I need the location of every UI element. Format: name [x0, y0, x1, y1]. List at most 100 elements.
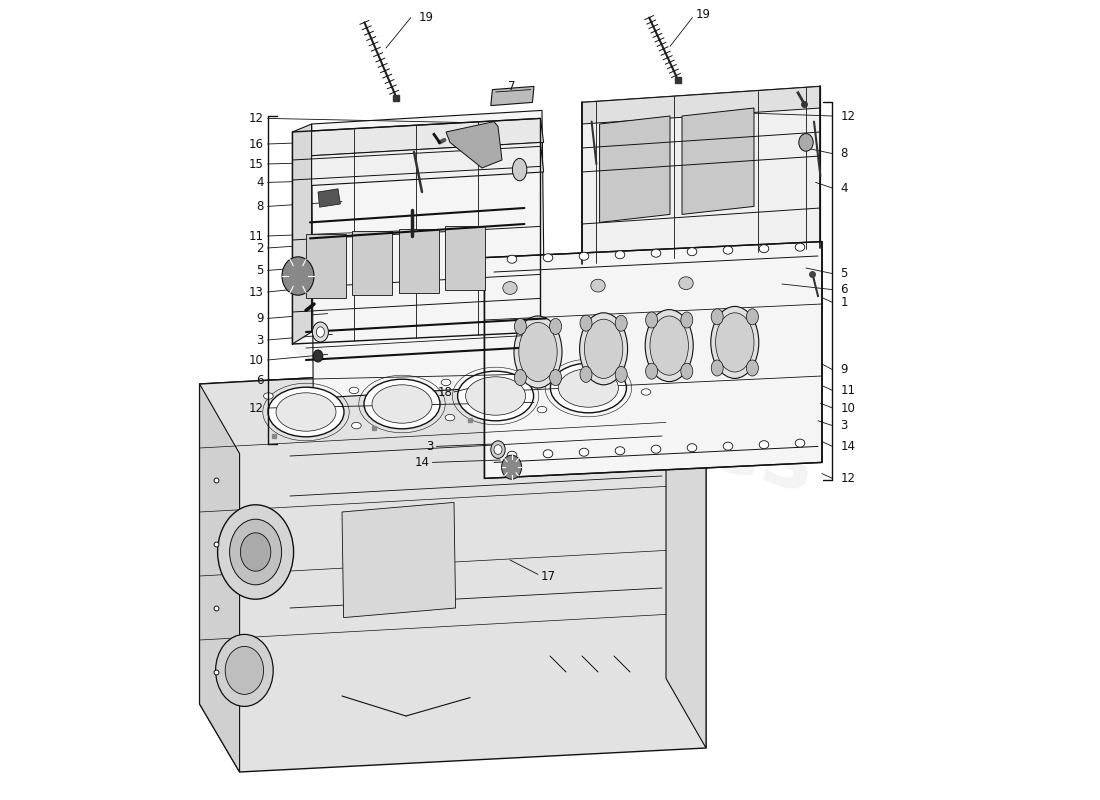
Polygon shape [666, 358, 706, 748]
Ellipse shape [364, 379, 440, 429]
Polygon shape [484, 242, 822, 478]
Text: 14: 14 [840, 440, 856, 453]
Text: eurospares: eurospares [276, 290, 824, 510]
Ellipse shape [759, 245, 769, 253]
Text: 4: 4 [256, 176, 264, 189]
Ellipse shape [264, 393, 273, 399]
Ellipse shape [799, 134, 813, 151]
Text: 10: 10 [840, 402, 856, 414]
Ellipse shape [580, 252, 588, 260]
Polygon shape [399, 229, 439, 293]
Ellipse shape [615, 315, 627, 331]
Ellipse shape [580, 315, 592, 331]
Ellipse shape [650, 316, 689, 375]
Ellipse shape [550, 370, 562, 386]
Ellipse shape [641, 389, 651, 395]
Ellipse shape [502, 455, 521, 479]
Text: 17: 17 [540, 570, 556, 582]
Ellipse shape [536, 371, 546, 378]
Text: 2: 2 [256, 242, 264, 254]
Ellipse shape [580, 448, 588, 456]
Text: since1985: since1985 [374, 239, 758, 401]
Ellipse shape [230, 519, 282, 585]
Text: 6: 6 [256, 374, 264, 386]
Text: 12: 12 [840, 472, 856, 485]
Polygon shape [600, 116, 670, 222]
Text: 6: 6 [840, 283, 848, 296]
Text: 15: 15 [249, 158, 264, 170]
Ellipse shape [550, 318, 562, 334]
Text: 14: 14 [415, 456, 430, 469]
Ellipse shape [491, 441, 505, 458]
Ellipse shape [241, 533, 271, 571]
Text: 3: 3 [256, 334, 264, 346]
Ellipse shape [514, 316, 562, 388]
Polygon shape [446, 226, 485, 290]
Polygon shape [682, 108, 754, 214]
Text: 11: 11 [249, 230, 264, 242]
Ellipse shape [688, 444, 696, 452]
Ellipse shape [795, 439, 805, 447]
Ellipse shape [352, 422, 361, 429]
Ellipse shape [584, 319, 623, 378]
Ellipse shape [723, 442, 733, 450]
Ellipse shape [317, 326, 324, 338]
Ellipse shape [550, 363, 626, 413]
Ellipse shape [282, 257, 314, 295]
Polygon shape [306, 234, 346, 298]
Ellipse shape [681, 312, 693, 328]
Ellipse shape [441, 379, 451, 386]
Ellipse shape [591, 279, 605, 292]
Ellipse shape [218, 505, 294, 599]
Polygon shape [199, 358, 706, 454]
Ellipse shape [465, 377, 526, 415]
Ellipse shape [268, 387, 344, 437]
Text: 13: 13 [249, 286, 264, 298]
Ellipse shape [679, 277, 693, 290]
Ellipse shape [216, 634, 273, 706]
Text: 9: 9 [256, 312, 264, 325]
Ellipse shape [494, 445, 502, 454]
Ellipse shape [559, 369, 618, 407]
Ellipse shape [515, 370, 527, 386]
Ellipse shape [651, 250, 661, 258]
Text: 1: 1 [840, 296, 848, 309]
Text: 19: 19 [695, 8, 711, 21]
Text: 4: 4 [840, 182, 848, 194]
Ellipse shape [226, 646, 264, 694]
Text: 11: 11 [840, 384, 856, 397]
Polygon shape [318, 189, 340, 207]
Ellipse shape [537, 406, 547, 413]
Polygon shape [311, 110, 546, 398]
Ellipse shape [580, 313, 628, 385]
Ellipse shape [712, 309, 723, 325]
Ellipse shape [646, 312, 658, 328]
Polygon shape [582, 86, 821, 124]
Ellipse shape [616, 368, 625, 374]
Polygon shape [446, 122, 502, 168]
Text: 8: 8 [256, 200, 264, 213]
Ellipse shape [651, 445, 661, 453]
Polygon shape [199, 358, 706, 772]
Ellipse shape [519, 322, 558, 382]
Ellipse shape [688, 248, 696, 256]
Polygon shape [342, 502, 455, 618]
Ellipse shape [759, 441, 769, 449]
Ellipse shape [681, 363, 693, 379]
Text: 12: 12 [249, 112, 264, 125]
Text: 12: 12 [249, 402, 264, 414]
Ellipse shape [712, 360, 723, 376]
Ellipse shape [615, 250, 625, 258]
Ellipse shape [515, 318, 527, 334]
Ellipse shape [543, 254, 553, 262]
Ellipse shape [747, 309, 758, 325]
Text: 10: 10 [249, 354, 264, 366]
Ellipse shape [507, 255, 517, 263]
Ellipse shape [513, 158, 527, 181]
Text: 12: 12 [840, 110, 856, 122]
Ellipse shape [646, 310, 693, 382]
Text: 9: 9 [840, 363, 848, 376]
Text: 18: 18 [438, 386, 452, 398]
Polygon shape [491, 86, 534, 106]
Text: 5: 5 [840, 267, 848, 280]
